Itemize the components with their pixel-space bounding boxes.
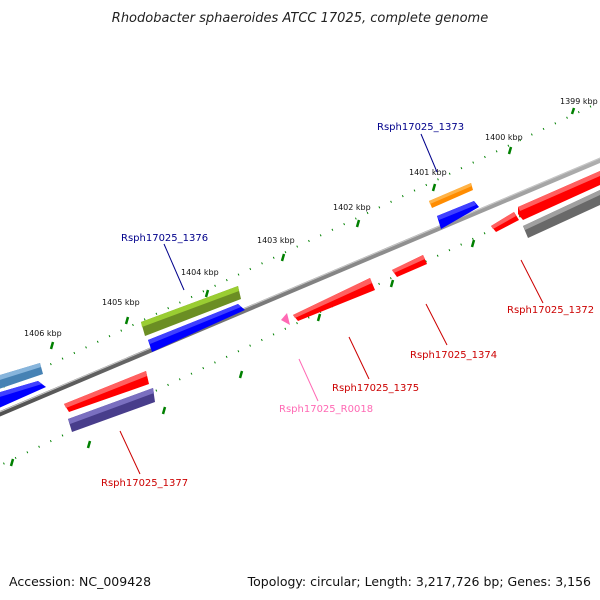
- map-title: Rhodobacter sphaeroides ATCC 17025, comp…: [112, 11, 488, 26]
- genome-backbone: [0, 157, 600, 417]
- label-rsph1375: Rsph17025_1375: [332, 383, 419, 394]
- gene-rsph1372-gray[interactable]: [523, 190, 600, 238]
- tick-label-1401: 1401 kbp: [409, 168, 447, 177]
- gene-rsph1374[interactable]: [392, 255, 427, 277]
- label-connectors: [119, 133, 544, 475]
- tick-label-1405: 1405 kbp: [102, 298, 140, 307]
- label-rsph1372: Rsph17025_1372: [507, 305, 594, 316]
- tick-label-1406: 1406 kbp: [24, 329, 62, 338]
- gene-rsph1373[interactable]: [429, 183, 473, 208]
- label-rsph1376: Rsph17025_1376: [121, 233, 208, 244]
- gene-rsph1376[interactable]: [141, 286, 241, 336]
- tick-marks: [49, 107, 576, 350]
- tick-label-1403: 1403 kbp: [257, 236, 295, 245]
- label-rsph1373: Rsph17025_1373: [377, 122, 464, 133]
- gene-rsph1375[interactable]: [293, 278, 375, 321]
- gene-rsph1377-red[interactable]: [64, 371, 149, 412]
- gene-blue-1373[interactable]: [437, 201, 479, 229]
- gene-blue-left[interactable]: [0, 381, 46, 412]
- gene-red-small-right[interactable]: [491, 212, 519, 232]
- tick-label-1404: 1404 kbp: [181, 268, 219, 277]
- topology-text: Topology: circular; Length: 3,217,726 bp…: [247, 574, 591, 589]
- gene-rsph1377-slate[interactable]: [68, 388, 155, 432]
- label-rsphR0018: Rsph17025_R0018: [279, 404, 373, 415]
- gene-rsphR0018[interactable]: [281, 313, 290, 325]
- label-rsph1377: Rsph17025_1377: [101, 478, 188, 489]
- accession-text: Accession: NC_009428: [9, 574, 151, 589]
- upper-tick-track: [0, 101, 600, 390]
- gene-rsph1372-forward[interactable]: [518, 171, 600, 220]
- tick-label-1400: 1400 kbp: [485, 133, 523, 142]
- lower-tick-marks: [9, 239, 476, 467]
- tick-label-1399: 1399 kbp: [560, 97, 598, 106]
- gene-blue-1376[interactable]: [148, 304, 245, 352]
- gene-steelblue-left[interactable]: [0, 363, 43, 392]
- tick-label-1402: 1402 kbp: [333, 203, 371, 212]
- label-rsph1374: Rsph17025_1374: [410, 350, 497, 361]
